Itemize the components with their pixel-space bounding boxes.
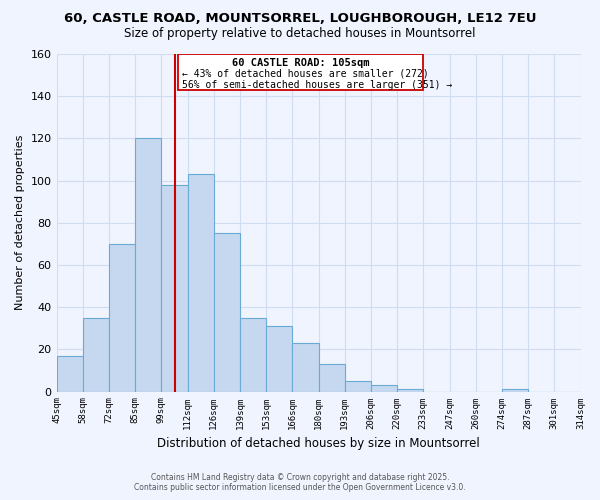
Bar (502, 390, 528, 392)
Bar (214, 234, 240, 392)
Bar (319, 364, 345, 392)
Bar (345, 381, 371, 392)
Y-axis label: Number of detached properties: Number of detached properties (15, 135, 25, 310)
Bar (240, 318, 266, 392)
Bar (292, 343, 319, 392)
X-axis label: Distribution of detached houses by size in Mountsorrel: Distribution of detached houses by size … (157, 437, 480, 450)
Text: Contains HM Land Registry data © Crown copyright and database right 2025.
Contai: Contains HM Land Registry data © Crown c… (134, 473, 466, 492)
Bar (188, 174, 214, 392)
Bar (161, 185, 188, 392)
Text: 60, CASTLE ROAD, MOUNTSORREL, LOUGHBOROUGH, LE12 7EU: 60, CASTLE ROAD, MOUNTSORREL, LOUGHBOROU… (64, 12, 536, 26)
Bar (135, 138, 161, 392)
Bar (371, 385, 397, 392)
Bar (109, 244, 135, 392)
Bar (83, 318, 109, 392)
Bar (266, 326, 292, 392)
Text: 56% of semi-detached houses are larger (351) →: 56% of semi-detached houses are larger (… (182, 80, 452, 90)
Bar (56, 356, 83, 392)
Bar (397, 390, 424, 392)
FancyBboxPatch shape (178, 54, 424, 90)
Text: 60 CASTLE ROAD: 105sqm: 60 CASTLE ROAD: 105sqm (232, 58, 369, 68)
Text: ← 43% of detached houses are smaller (272): ← 43% of detached houses are smaller (27… (182, 69, 428, 79)
Text: Size of property relative to detached houses in Mountsorrel: Size of property relative to detached ho… (124, 28, 476, 40)
